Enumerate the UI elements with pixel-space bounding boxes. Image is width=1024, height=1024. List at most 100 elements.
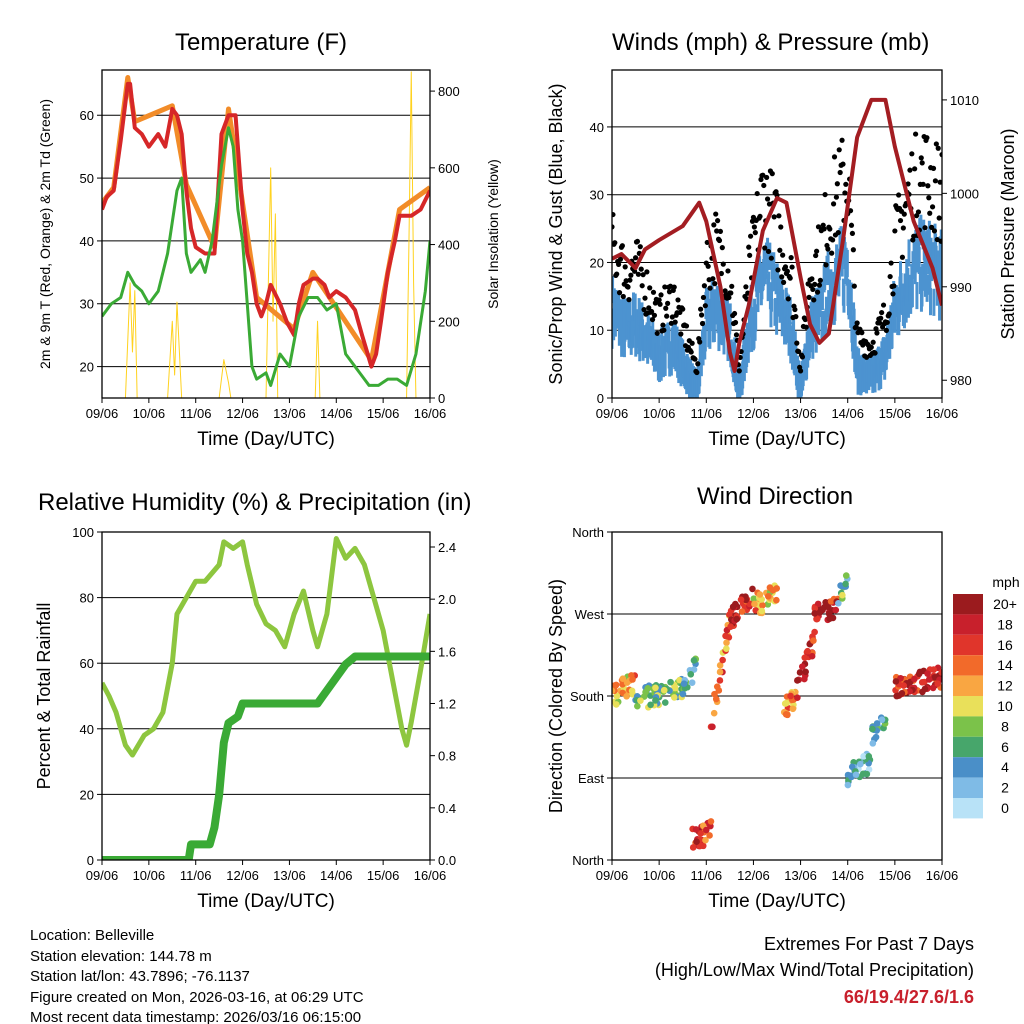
x-tick-label: 11/06: [180, 868, 212, 883]
direction-point: [839, 591, 846, 599]
gust-point: [803, 324, 809, 330]
gust-point: [617, 256, 624, 262]
plot-frame: [101, 69, 431, 399]
gust-point: [634, 238, 641, 245]
x-tick-label: 09/06: [86, 406, 119, 421]
gust-point: [649, 308, 655, 315]
y-tick-label: East: [578, 771, 604, 786]
gust-point: [660, 322, 666, 328]
gust-point: [794, 340, 800, 346]
legend-label: 16: [997, 637, 1013, 653]
gust-point: [701, 283, 708, 289]
direction-point: [690, 657, 698, 664]
gust-point: [712, 281, 718, 287]
gust-point: [925, 183, 931, 189]
gust-point: [761, 182, 767, 189]
gust-point: [811, 297, 817, 303]
gust-point: [868, 344, 874, 350]
y-tick-label: 60: [80, 656, 94, 671]
direction-point: [825, 610, 833, 618]
gust-point: [777, 247, 783, 253]
legend-label: 18: [997, 616, 1013, 632]
direction-point: [706, 832, 713, 839]
gust-point: [870, 339, 876, 345]
gust-point: [614, 271, 620, 277]
y-tick-label: 0: [87, 853, 94, 868]
direction-point: [911, 675, 918, 683]
direction-point: [676, 676, 683, 684]
gust-point: [651, 312, 658, 318]
direction-point: [900, 682, 907, 689]
gust-point: [915, 209, 922, 215]
direction-point: [716, 668, 724, 676]
elevation: Station elevation: 144.78 m: [30, 947, 212, 965]
direction-point: [671, 684, 679, 692]
direction-point: [929, 684, 937, 692]
gust-point: [789, 264, 795, 270]
legend-swatch: [953, 736, 983, 758]
x-tick-label: 09/06: [596, 868, 629, 883]
y-tick-label: 30: [590, 188, 604, 203]
gust-point: [620, 293, 626, 300]
gust-point: [821, 226, 827, 232]
winds-title: Winds (mph) & Pressure (mb): [612, 29, 930, 56]
direction-point: [784, 711, 791, 719]
gust-point: [874, 330, 880, 336]
y-tick-label: South: [570, 689, 604, 704]
direction-point: [804, 647, 811, 655]
direction-point: [751, 600, 758, 608]
gust-point: [663, 305, 669, 311]
gust-point: [891, 283, 897, 289]
y2-tick-label: 800: [438, 84, 460, 99]
gust-point: [813, 252, 819, 259]
y2-tick-label: 980: [950, 373, 972, 388]
gust-point: [642, 295, 648, 301]
direction-point: [697, 830, 704, 837]
direction-point: [661, 699, 669, 706]
direction-point: [729, 603, 737, 611]
gust-point: [793, 314, 799, 320]
gust-point: [625, 284, 631, 290]
gust-point: [892, 228, 898, 234]
location: Location: Belleville: [30, 927, 155, 944]
y2-tick-label: 0.4: [438, 801, 456, 816]
y-tick-label: 10: [590, 323, 604, 338]
gust-point: [933, 141, 939, 147]
y2-tick-label: 1010: [950, 93, 979, 108]
direction-point: [680, 680, 688, 687]
direction-point: [713, 683, 721, 690]
y2-tick-label: 0: [438, 391, 445, 406]
gust-point: [814, 248, 820, 254]
gust-point: [851, 283, 857, 289]
gust-point: [661, 327, 667, 333]
gust-point: [896, 192, 902, 198]
legend-swatch: [953, 798, 983, 819]
x-tick-label: 13/06: [784, 868, 817, 883]
gust-point: [822, 191, 828, 198]
gust-point: [718, 270, 724, 277]
gust-point: [883, 327, 889, 333]
gust-point: [612, 211, 616, 218]
y-tick-label: 0: [597, 391, 604, 406]
direction-point: [893, 692, 901, 700]
legend-swatch: [953, 634, 983, 656]
y-tick-label: 60: [80, 108, 94, 123]
direction-point: [628, 687, 636, 695]
y2-tick-label: 200: [438, 314, 460, 329]
direction-point: [679, 690, 687, 698]
y-tick-label: 40: [80, 722, 94, 737]
direction-point: [808, 652, 816, 660]
gust-point: [616, 261, 622, 268]
gust-point: [860, 342, 866, 348]
gust-point: [816, 282, 823, 288]
direction-point: [709, 723, 716, 731]
direction-point: [629, 676, 636, 683]
direction-point: [634, 702, 641, 710]
gust-point: [850, 247, 856, 253]
x-tick-label: 16/06: [926, 868, 959, 883]
gust-point: [729, 283, 735, 289]
gust-point: [782, 264, 789, 270]
precipitation-line: [102, 652, 430, 860]
gust-point: [695, 361, 701, 367]
direction-point: [749, 585, 756, 593]
